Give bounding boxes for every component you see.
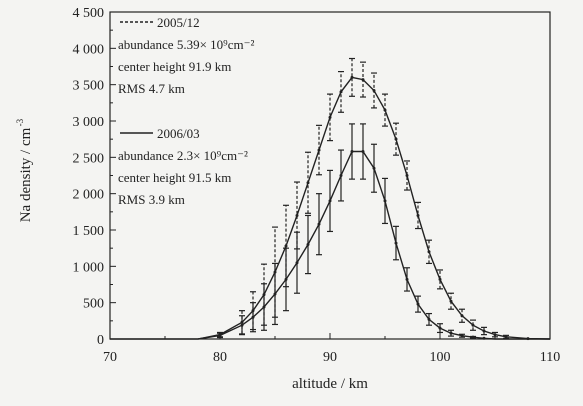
x-tick-label: 70 [103,350,117,365]
series-line [197,76,551,340]
data-point [295,261,299,265]
data-point [361,150,365,154]
y-tick-label: 2 000 [73,188,105,203]
data-point [328,199,332,203]
data-point [405,277,409,281]
data-point [251,315,255,319]
data-point [372,88,376,92]
data-point [460,334,464,338]
legend-info-line: RMS 3.9 km [118,192,185,207]
data-point [350,75,354,79]
data-point [449,299,453,303]
y-tick-label: 3 500 [73,79,105,94]
data-point [416,302,420,306]
legend-info-line: center height 91.9 km [118,59,231,74]
data-point [394,137,398,141]
legend-series-name: 2006/03 [157,126,200,141]
data-point [273,292,277,296]
legend-info-line: abundance 2.3× 10⁹cm⁻² [118,148,248,163]
legend-entry-0: 2005/12 abundance 5.39× 10⁹cm⁻² center hei… [118,15,254,96]
data-point [405,174,409,177]
data-point [284,277,288,281]
data-point [504,335,508,339]
data-point [416,213,420,217]
data-point [482,329,486,333]
legend-info-line: RMS 4.7 km [118,81,185,96]
data-point [394,241,398,245]
data-point [240,323,244,327]
y-tick-label: 0 [97,333,104,348]
y-tick-label: 4 000 [73,42,105,57]
y-axis-label: Na density / cm [18,127,34,222]
legend-info-line: center height 91.5 km [118,170,231,185]
data-point [350,150,354,154]
data-point [383,108,387,112]
y-tick-label: 1 000 [73,260,105,275]
data-point [383,199,387,203]
data-point [306,243,310,247]
data-point [262,305,266,309]
data-point [361,78,365,82]
series-0 [197,57,551,341]
x-tick-label: 100 [430,350,451,365]
data-point [427,250,431,254]
data-point [328,115,332,119]
y-tick-label: 3 000 [73,115,105,130]
data-point [306,181,310,185]
data-point [427,317,431,321]
data-point [471,335,475,339]
y-tick-label: 2 500 [73,151,105,166]
data-point [438,277,442,281]
y-tick-label: 1 500 [73,224,105,239]
y-tick-label: 4 500 [73,6,105,21]
y-axis-label-exponent: -3 [15,118,25,126]
x-tick-label: 90 [323,350,337,365]
series-1 [110,123,550,340]
data-point [372,166,376,170]
x-tick-label: 110 [540,350,560,365]
data-point [339,90,343,94]
legend-series-name: 2005/12 [157,15,200,30]
series-line [110,150,550,340]
legend-entry-1: 2006/03 abundance 2.3× 10⁹cm⁻² center heig… [118,126,248,207]
data-point [493,333,497,337]
data-point [295,213,299,217]
data-point [317,148,321,152]
y-tick-label: 500 [83,297,104,312]
x-tick-label: 80 [213,350,227,365]
legend-info-line: abundance 5.39× 10⁹cm⁻² [118,37,254,52]
data-point [460,314,464,318]
x-axis-label: altitude / km [292,376,368,392]
data-point [438,326,442,330]
data-point [471,323,475,327]
data-point [284,244,288,248]
data-point [339,174,343,177]
data-point [317,222,321,226]
data-point [449,331,453,335]
